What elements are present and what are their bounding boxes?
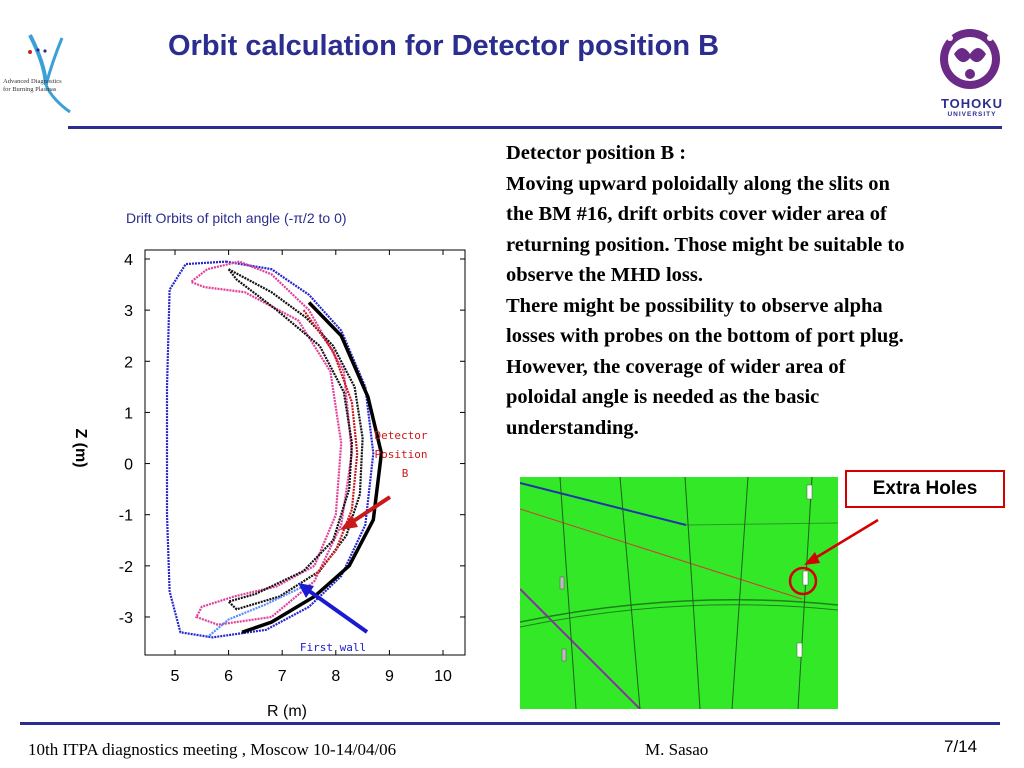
orbit-series-line	[165, 260, 375, 639]
logo-text-line2: for Burning Plasmas	[3, 86, 57, 93]
detector-label-line3: B	[402, 467, 409, 480]
title-divider	[68, 126, 1002, 129]
body-line: understanding.	[506, 416, 639, 439]
footer-meeting: 10th ITPA diagnostics meeting , Moscow 1…	[28, 740, 397, 759]
x-tick-label: 10	[434, 668, 452, 685]
y-tick-label: 3	[124, 303, 133, 320]
star-swirl-logo	[28, 34, 71, 114]
x-tick-label: 5	[171, 668, 180, 685]
body-line: However, the coverage of wider area of	[506, 355, 846, 378]
extra-holes-label: Extra Holes	[845, 470, 1005, 508]
y-tick-label: -2	[119, 559, 133, 576]
y-axis-label: Z (m)	[72, 428, 89, 467]
logo-text-line1: Advanced Diagnostics	[3, 78, 62, 85]
y-tick-label: 1	[124, 405, 133, 422]
footer-author: M. Sasao	[645, 740, 709, 759]
y-tick-label: 4	[124, 252, 133, 269]
first-wall-label: First wall	[300, 641, 366, 654]
slide-title: Orbit calculation for Detector position …	[168, 30, 720, 62]
body-line: observe the MHD loss.	[506, 264, 704, 286]
x-tick-label: 9	[385, 668, 394, 685]
x-tick-label: 8	[331, 668, 340, 685]
body-line: There might be possibility to observe al…	[506, 294, 883, 317]
body-text-block: Detector position B : Moving upward polo…	[506, 138, 1011, 443]
x-tick-label: 6	[224, 668, 233, 685]
detector-arrow-head	[340, 515, 358, 530]
first-wall-layer	[241, 301, 384, 634]
detector-label-line1: Detector	[375, 429, 428, 442]
body-line: Moving upward poloidally along the slits…	[506, 172, 890, 195]
y-tick-label: -3	[119, 610, 133, 627]
body-line: Detector position B :	[506, 142, 687, 164]
orbit-series	[165, 260, 375, 639]
slit-photo	[520, 477, 838, 709]
university-name: TOHOKU	[940, 96, 1004, 111]
body-line: the BM #16, drift orbits cover wider are…	[506, 203, 887, 225]
detector-label-line2: Position	[375, 448, 428, 461]
orbit-series-line	[302, 309, 359, 577]
body-line: poloidal angle is needed as the basic	[506, 386, 820, 408]
x-tick-label: 7	[278, 668, 287, 685]
university-sub: UNIVERSITY	[947, 111, 997, 118]
y-tick-label: 0	[124, 457, 133, 474]
first-wall-line	[241, 301, 384, 634]
orbit-series-line	[206, 585, 305, 639]
y-axis-ticks: 4 3 2 1 0 -1 -2 -3	[119, 252, 465, 627]
body-line: returning position. Those might be suita…	[506, 233, 905, 256]
page-number: 7/14	[944, 737, 978, 756]
x-axis-ticks: 5 6 7 8 9 10	[171, 250, 452, 685]
first-wall-arrow	[303, 586, 369, 634]
university-crest-logo	[940, 29, 1000, 89]
y-tick-label: 2	[124, 354, 133, 371]
orbit-series-line	[226, 268, 364, 611]
body-line: losses with probes on the bottom of port…	[506, 325, 904, 347]
extra-hole-marker	[788, 566, 818, 596]
y-tick-label: -1	[119, 508, 133, 525]
x-axis-label: R (m)	[267, 703, 307, 720]
plot-title: Drift Orbits of pitch angle (-π/2 to 0)	[126, 210, 347, 226]
first-wall-arrow-head	[298, 583, 314, 598]
footer-divider	[20, 722, 1000, 725]
